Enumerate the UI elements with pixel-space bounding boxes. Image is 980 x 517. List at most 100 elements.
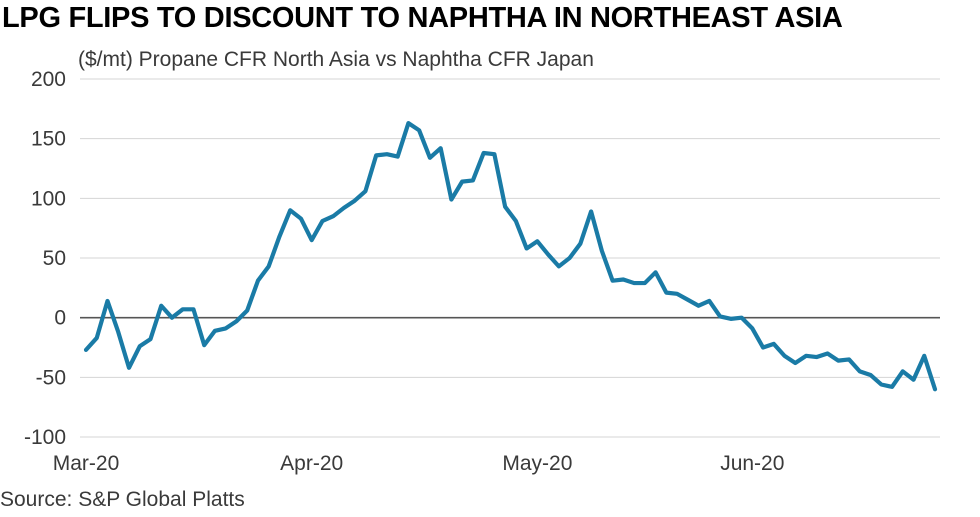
data-point [879, 382, 883, 387]
data-point [858, 369, 862, 373]
y-tick-label: -100 [24, 426, 66, 449]
data-point [353, 199, 357, 203]
data-point [514, 219, 518, 223]
data-point [127, 366, 131, 370]
data-point [610, 279, 615, 283]
data-point [557, 264, 561, 268]
data-point [718, 314, 722, 319]
data-point [460, 180, 464, 184]
data-point [84, 348, 88, 352]
data-point [600, 249, 604, 253]
data-point [546, 252, 550, 257]
data-point [804, 354, 808, 358]
data-point [868, 373, 873, 377]
y-tick-label: 150 [31, 128, 66, 151]
data-point [116, 330, 120, 334]
data-point [439, 146, 443, 150]
y-tick-label: 200 [31, 68, 66, 91]
data-point [793, 361, 797, 365]
data-point [288, 208, 292, 212]
data-point [417, 128, 421, 132]
data-point [374, 153, 378, 157]
x-tick-label: Apr-20 [280, 452, 343, 475]
data-point [696, 304, 701, 308]
data-point [922, 354, 926, 358]
data-point [245, 308, 249, 313]
data-point [847, 357, 851, 362]
data-point [901, 369, 905, 373]
data-point [181, 307, 185, 311]
data-point [632, 281, 636, 285]
data-point [890, 385, 894, 389]
data-point [299, 217, 303, 221]
y-tick-label: 0 [54, 307, 66, 330]
data-point [148, 337, 153, 341]
data-point [503, 205, 507, 209]
x-tick-label: Jun-20 [720, 452, 784, 475]
data-point [578, 242, 582, 246]
data-point [331, 214, 335, 218]
data-point [707, 299, 711, 303]
data-point [159, 304, 163, 308]
data-point [739, 316, 744, 320]
data-point [621, 277, 625, 282]
series-line [83, 121, 938, 392]
data-point [396, 154, 400, 159]
data-point [535, 239, 539, 243]
data-point [170, 316, 174, 320]
data-point [342, 206, 346, 210]
data-point [772, 342, 776, 346]
data-point [191, 307, 196, 311]
data-point [911, 378, 916, 382]
data-point [256, 279, 260, 283]
data-point [782, 354, 787, 358]
grid-lines [80, 78, 940, 438]
data-point [277, 234, 282, 239]
y-tick-label: -50 [36, 366, 66, 389]
data-point [643, 281, 647, 285]
data-point [653, 270, 658, 274]
data-point [234, 319, 239, 323]
x-axis-labels: Mar-20 Apr-20 May-20 Jun-20 [53, 452, 785, 475]
data-point [761, 345, 765, 350]
chart-source: Source: S&P Global Platts [0, 488, 245, 511]
y-tick-label: 50 [43, 247, 66, 270]
data-point [492, 152, 496, 156]
data-point [750, 326, 754, 331]
x-tick-label: Mar-20 [53, 452, 120, 475]
data-point [825, 351, 830, 356]
data-point [729, 317, 733, 321]
data-point [138, 344, 142, 348]
data-point [482, 151, 486, 155]
data-point [664, 291, 668, 295]
data-point [815, 355, 819, 359]
data-point [406, 121, 411, 125]
data-point [267, 264, 271, 268]
data-point [202, 343, 206, 347]
data-point [686, 298, 690, 302]
y-tick-label: 100 [31, 187, 66, 210]
y-axis-labels: 200 150 100 50 0 -50 -100 [24, 68, 66, 449]
data-point [449, 197, 453, 202]
data-point [385, 152, 389, 156]
data-point [933, 387, 937, 391]
data-point [363, 189, 368, 193]
data-point [310, 238, 314, 242]
data-point [836, 359, 840, 363]
data-point [224, 326, 228, 331]
data-point [428, 156, 432, 160]
data-point [105, 299, 110, 303]
data-point [589, 209, 593, 214]
data-point [320, 219, 325, 223]
data-point [525, 246, 529, 251]
data-point [471, 178, 475, 183]
data-point [95, 336, 99, 340]
chart-title: LPG FLIPS TO DISCOUNT TO NAPHTHA IN NORT… [2, 2, 843, 34]
data-point [675, 292, 679, 296]
chart-subtitle: ($/mt) Propane CFR North Asia vs Naphtha… [78, 48, 594, 71]
data-point [213, 329, 217, 333]
data-point [568, 256, 572, 260]
x-tick-label: May-20 [502, 452, 572, 475]
data-series [83, 121, 938, 392]
